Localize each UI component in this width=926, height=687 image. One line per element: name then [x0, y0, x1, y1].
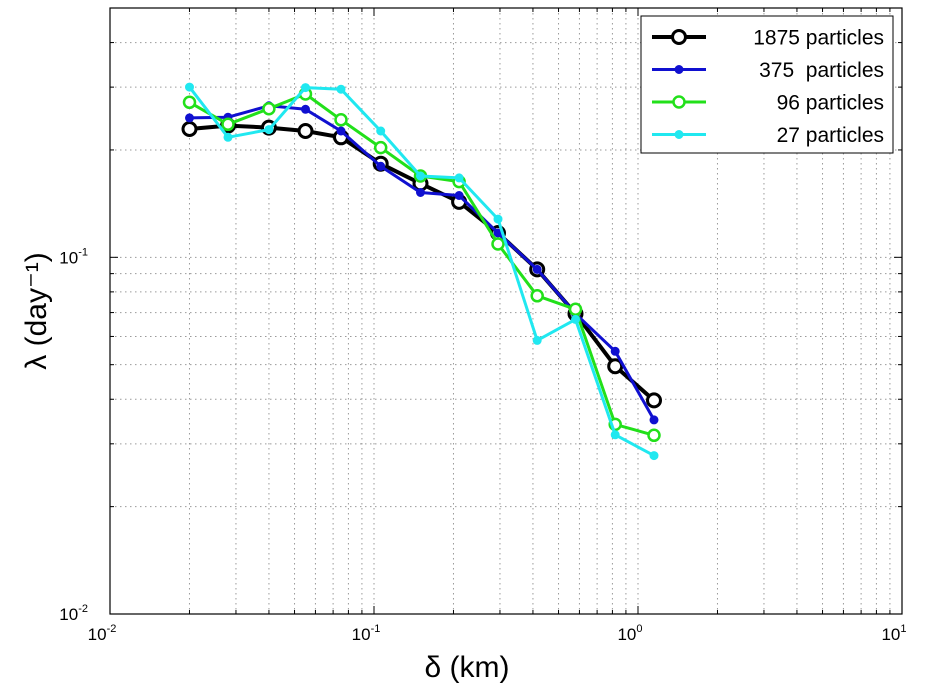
- data-point: [297, 123, 314, 139]
- data-point: [221, 117, 235, 132]
- data-point: [649, 415, 659, 425]
- x-tick-label: 10-1: [352, 623, 381, 644]
- data-point: [646, 392, 662, 409]
- data-point: [336, 126, 346, 136]
- data-point: [671, 29, 687, 45]
- data-point: [493, 214, 503, 224]
- x-tick-labels: 10-2 10-1 100 101: [88, 623, 907, 644]
- data-point: [571, 314, 580, 324]
- data-point: [223, 132, 233, 142]
- data-point: [454, 173, 464, 183]
- x-tick-label: 101: [881, 623, 906, 644]
- data-point: [376, 161, 386, 171]
- data-point: [262, 101, 276, 116]
- data-point: [334, 113, 348, 127]
- ticks: [109, 7, 903, 615]
- data-point: [264, 125, 274, 135]
- data-point: [532, 264, 542, 274]
- series-layer: [181, 82, 662, 461]
- y-tick-label: 10-2: [59, 603, 88, 624]
- legend-label: 27 particles: [777, 124, 884, 147]
- data-point: [336, 84, 346, 94]
- data-point: [672, 95, 686, 109]
- data-point: [185, 113, 194, 123]
- data-point: [181, 121, 198, 137]
- data-point: [647, 428, 661, 443]
- data-point: [610, 430, 620, 440]
- data-point: [454, 191, 464, 200]
- data-point: [416, 171, 425, 181]
- x-tick-label: 10-2: [88, 623, 117, 644]
- data-point: [568, 302, 583, 317]
- y-tick-labels: 10-2 10-1: [59, 246, 88, 624]
- data-point: [530, 289, 544, 303]
- data-point: [607, 358, 624, 375]
- x-tick-label: 100: [617, 623, 642, 644]
- data-point: [182, 95, 197, 110]
- legend-label: 375 particles: [759, 59, 884, 82]
- data-point: [301, 83, 310, 93]
- series-4: [185, 82, 659, 461]
- legend: 1875 particles 375 particles 96 particles 2…: [640, 15, 894, 154]
- data-point: [376, 126, 386, 136]
- x-axis-label: δ (km): [424, 651, 509, 684]
- data-point: [491, 237, 505, 251]
- data-point: [674, 130, 684, 139]
- legend-label: 96 particles: [777, 92, 884, 115]
- y-tick-label: 10-1: [59, 246, 88, 267]
- y-axis-label: λ (day⁻¹): [20, 252, 53, 370]
- data-point: [301, 104, 310, 114]
- legend-label: 1875 particles: [753, 27, 884, 50]
- data-point: [610, 346, 620, 356]
- data-point: [532, 335, 542, 345]
- plot-frame: [109, 7, 903, 615]
- data-point: [649, 451, 659, 461]
- data-point: [416, 188, 425, 197]
- data-point: [674, 65, 684, 74]
- data-point: [373, 140, 388, 155]
- data-point: [185, 82, 194, 92]
